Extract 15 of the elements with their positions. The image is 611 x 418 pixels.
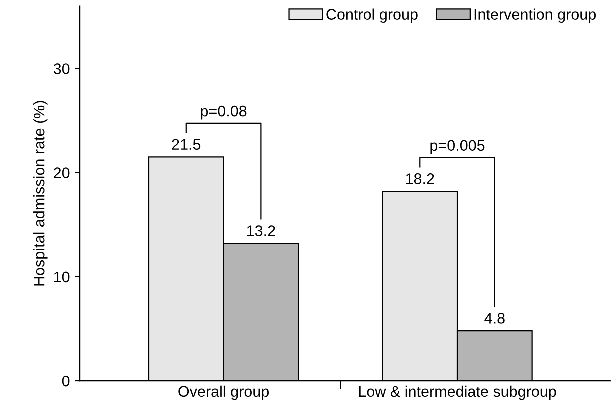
y-tick-label: 30: [54, 64, 70, 74]
data-label: 13.2: [247, 226, 276, 236]
x-tick-label: Low & intermediate subgroup: [359, 386, 556, 400]
data-label: 4.8: [484, 313, 505, 324]
legend-label: Control group: [326, 8, 418, 24]
y-tick-label: 10: [54, 272, 70, 283]
annotation: p=0.005: [430, 140, 485, 154]
legend-label: Intervention group: [474, 8, 596, 24]
x-tick-label: Overall group: [178, 386, 270, 400]
data-label: 21.5: [172, 139, 201, 150]
y-axis-title: Hospital admission rate (%): [34, 101, 48, 286]
annotation: p=0.08: [201, 106, 247, 120]
y-tick-label: 20: [54, 168, 70, 179]
y-tick-label: 0: [62, 376, 70, 387]
data-label: 18.2: [406, 174, 434, 184]
